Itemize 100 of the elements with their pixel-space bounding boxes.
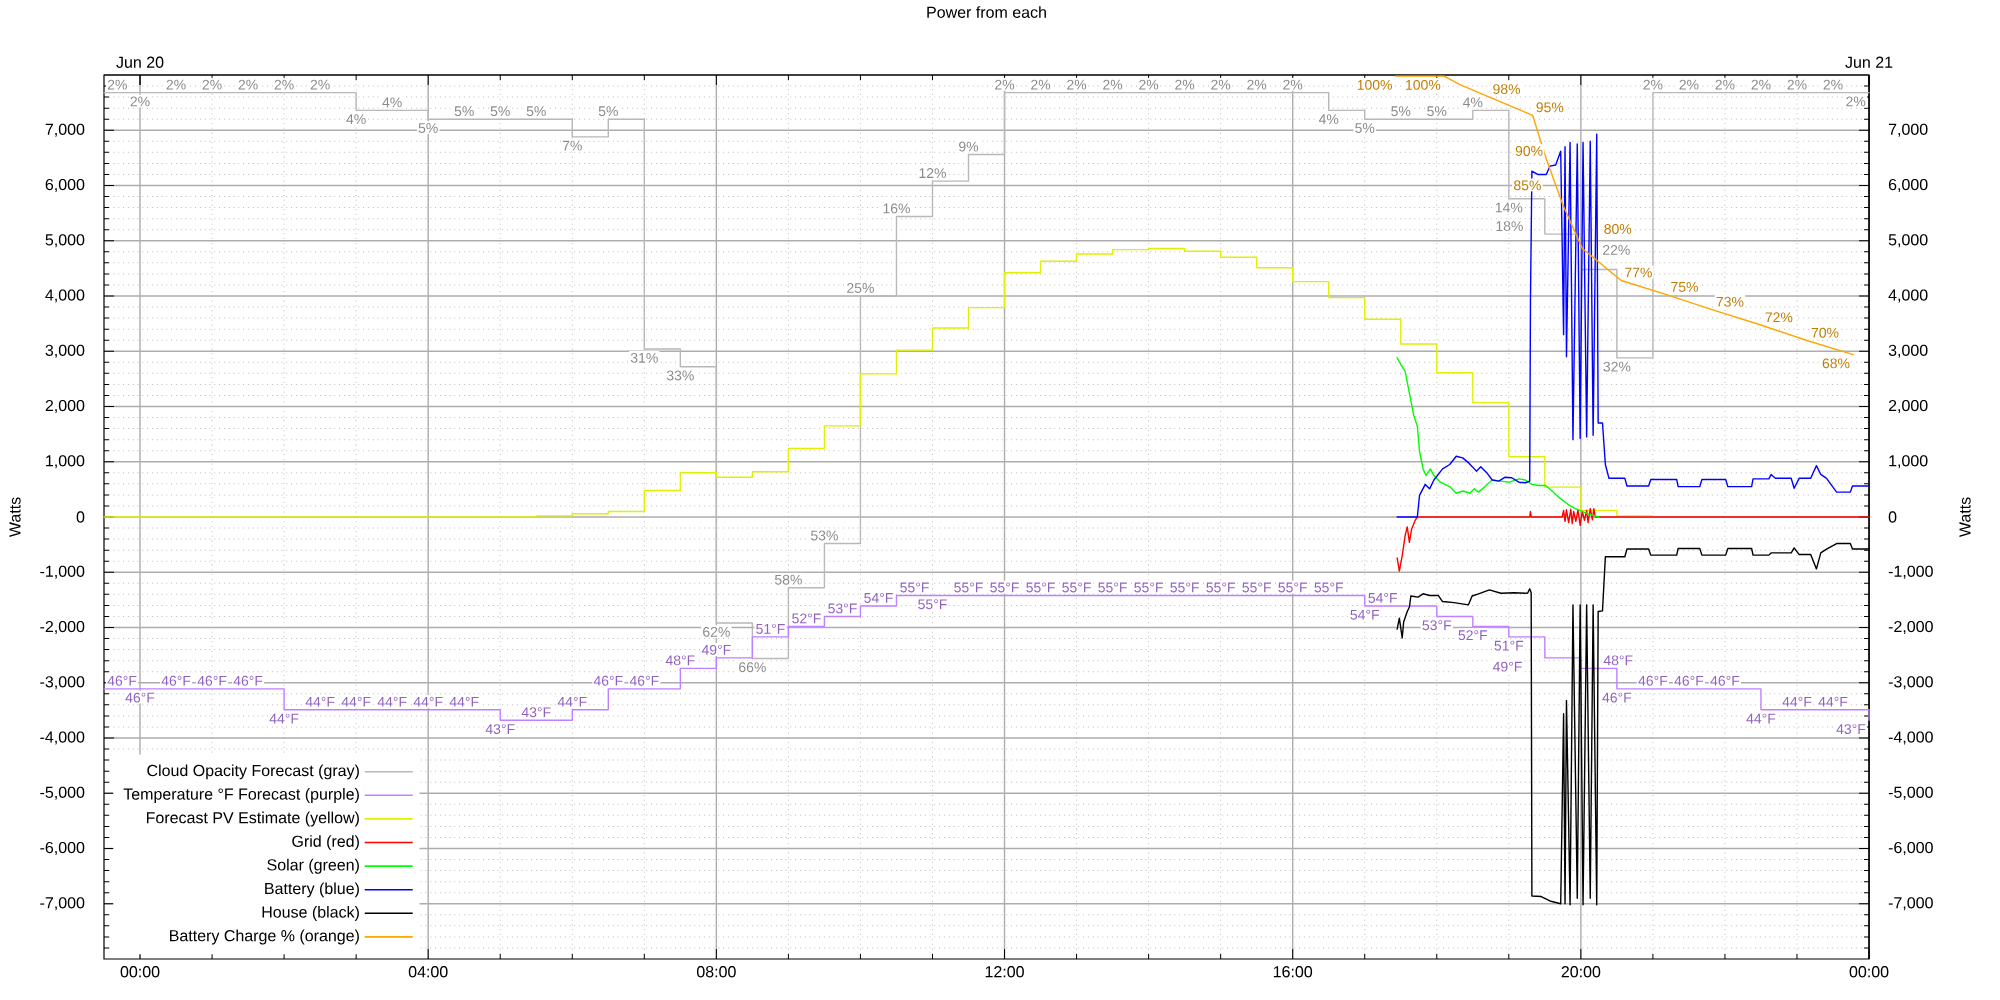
annotation: 32% <box>1603 361 1631 372</box>
annotation: 95% <box>1536 102 1564 113</box>
legend-label: Temperature °F Forecast (purple) <box>123 788 359 803</box>
annotation: 55°F <box>1062 582 1091 593</box>
annotation: 12% <box>919 168 946 178</box>
annotation: 46°F <box>125 692 155 703</box>
annotation: 46°F <box>197 675 227 686</box>
y2-tick-label: -6,000 <box>1888 841 1933 856</box>
annotation: 2% <box>1751 79 1771 90</box>
annotation: 55°F <box>1170 582 1199 593</box>
annotation: 2% <box>1139 79 1159 90</box>
annotation: 44°F <box>341 696 371 707</box>
legend-label: House (black) <box>262 905 359 921</box>
annotation: 55°F <box>990 582 1019 593</box>
annotation: 4% <box>346 114 366 125</box>
annotation: 33% <box>666 370 694 381</box>
annotation: 68% <box>1822 358 1850 369</box>
y2-tick-label: 7,000 <box>1888 123 1928 137</box>
annotation: 22% <box>1602 245 1630 255</box>
line-series <box>1396 133 1870 518</box>
y2-tick-label: -1,000 <box>1888 565 1933 579</box>
annotation: 44°F <box>449 696 479 707</box>
annotation: 53°F <box>828 603 857 614</box>
annotation: 44°F <box>269 713 299 724</box>
annotation: 44°F <box>1782 696 1812 707</box>
y-tick-label: 5,000 <box>45 234 85 248</box>
annotation: 2% <box>1787 79 1807 90</box>
annotation: 43°F <box>521 707 551 718</box>
y2-tick-label: -7,000 <box>1888 897 1933 911</box>
annotation: 2% <box>1679 79 1699 90</box>
annotation: 55°F <box>1278 582 1307 593</box>
annotation: 75% <box>1671 282 1699 292</box>
x-tick-label: 00:00 <box>120 966 160 978</box>
annotation: 55°F <box>1314 582 1344 593</box>
annotation: 66% <box>739 662 766 673</box>
annotation: 5% <box>418 123 438 133</box>
annotation: 46°F <box>233 675 263 686</box>
annotation: 43°F <box>1836 724 1866 735</box>
x-tick-label: 08:00 <box>696 966 736 978</box>
annotation: 44°F <box>305 696 335 707</box>
y2-tick-label: 2,000 <box>1888 399 1928 414</box>
annotation: 2% <box>107 79 127 90</box>
annotation: 44°F <box>1746 713 1776 724</box>
chart-title: Power from each <box>927 6 1046 18</box>
annotation: 62% <box>703 626 730 637</box>
y2-tick-label: 0 <box>1888 511 1897 523</box>
x-tick-label: 12:00 <box>985 966 1024 978</box>
annotation: 5% <box>1391 106 1411 117</box>
annotation: 49°F <box>701 644 731 655</box>
y-tick-label: 1,000 <box>46 455 85 469</box>
annotation: 55°F <box>900 582 929 593</box>
annotation: 2% <box>1175 79 1195 90</box>
annotation: 16% <box>883 203 910 214</box>
x-tick-label: 00:00 <box>1849 966 1889 978</box>
legend-label: Grid (red) <box>292 835 359 851</box>
y2-tick-label: 4,000 <box>1888 289 1928 303</box>
y-tick-label: -5,000 <box>40 786 85 800</box>
annotation: 46°F <box>107 675 137 686</box>
annotation: 2% <box>202 79 222 90</box>
annotation: 2% <box>274 79 294 90</box>
y-tick-label: 7,000 <box>45 123 85 137</box>
annotation: 73% <box>1716 296 1744 307</box>
x-tick-label: 04:00 <box>408 966 448 978</box>
y2-tick-label: 5,000 <box>1888 234 1928 248</box>
annotation: 44°F <box>377 696 407 707</box>
annotation: 49°F <box>1492 661 1522 672</box>
y-tick-label: -3,000 <box>40 676 85 690</box>
annotation: 55°F <box>954 582 983 593</box>
legend-label: Battery Charge % (orange) <box>170 929 359 945</box>
y2-tick-label: -2,000 <box>1888 620 1933 635</box>
legend-label: Solar (green) <box>267 858 359 874</box>
annotation: 46°F <box>1602 692 1632 703</box>
y2-tick-label: -4,000 <box>1888 731 1933 745</box>
annotation: 46°F <box>1710 675 1740 686</box>
y-tick-label: 0 <box>76 511 85 523</box>
y-tick-label: -2,000 <box>40 620 85 635</box>
legend-label: Forecast PV Estimate (yellow) <box>146 811 359 827</box>
y-tick-label: 3,000 <box>45 344 85 358</box>
y2-tick-label: 3,000 <box>1888 344 1928 358</box>
x2-tick-label: Jun 20 <box>116 56 164 68</box>
annotation: 5% <box>1355 123 1375 133</box>
y2-tick-label: -5,000 <box>1888 786 1933 800</box>
legend-label: Cloud Opacity Forecast (gray) <box>147 764 359 780</box>
annotation: 54°F <box>1350 609 1380 620</box>
annotation: 77% <box>1625 267 1652 278</box>
annotation: 14% <box>1495 202 1523 213</box>
annotation: 44°F <box>413 696 443 707</box>
annotation: 2% <box>310 79 330 90</box>
y2-axis-title: Watts <box>1959 497 1971 538</box>
annotation: 85% <box>1513 180 1541 191</box>
annotation: 100% <box>1357 79 1393 90</box>
annotation: 2% <box>1715 79 1735 90</box>
x-tick-label: 20:00 <box>1561 966 1601 978</box>
annotation: 2% <box>1031 79 1051 90</box>
y-axis-title: Watts <box>9 497 21 538</box>
annotation: 46°F <box>629 675 659 686</box>
annotation: 31% <box>630 352 658 363</box>
annotation: 54°F <box>864 592 893 603</box>
annotation: 55°F <box>1134 582 1163 593</box>
annotation: 5% <box>1427 106 1447 117</box>
